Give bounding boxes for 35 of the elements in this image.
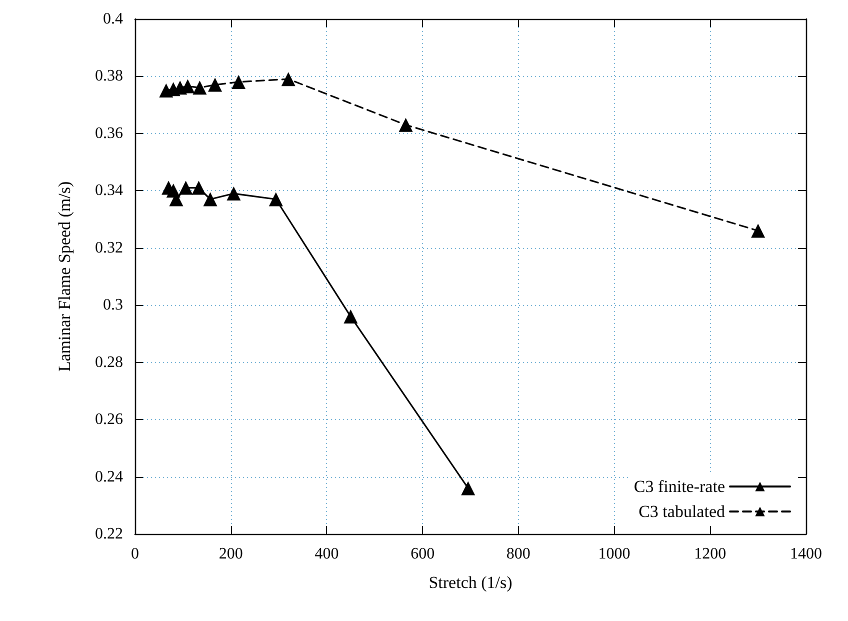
point: [268, 192, 283, 206]
y-tick-label: 0.3: [103, 296, 123, 314]
y-tick-label: 0.26: [95, 411, 123, 428]
y-tick-label: 0.32: [95, 239, 123, 256]
y-tick-label: 0.34: [95, 182, 123, 200]
y-tick-label: 0.22: [95, 526, 123, 542]
point: [192, 80, 207, 95]
y-tick-label: 0.24: [95, 468, 123, 486]
point: [344, 310, 358, 324]
point: [226, 186, 241, 201]
y-tick-label: 0.28: [95, 354, 123, 371]
point: [398, 118, 413, 132]
y-axis-title: Laminar Flame Speed (m/s): [55, 181, 74, 372]
x-tick-label: 1000: [598, 546, 630, 562]
legend-label: C3 finite-rate: [634, 477, 725, 496]
point: [192, 180, 206, 195]
y-tick-label: 0.36: [95, 124, 123, 142]
point: [208, 78, 222, 92]
y-tick-label: 0.38: [95, 68, 123, 85]
point: [461, 481, 476, 496]
x-tick-label: 1400: [790, 546, 822, 562]
x-tick-label: 400: [314, 546, 339, 562]
point: [203, 192, 218, 206]
x-tick-label: 200: [218, 546, 243, 562]
x-tick-label: 800: [506, 546, 530, 562]
x-tick-label: 1200: [694, 546, 726, 562]
legend-label: C3 tabulated: [638, 502, 726, 521]
point: [178, 180, 193, 195]
x-tick-label: 600: [410, 546, 435, 562]
point: [751, 224, 766, 238]
y-tick-label: 0.4: [103, 10, 123, 28]
point: [232, 74, 246, 89]
x-axis-title: Stretch (1/s): [428, 573, 512, 592]
x-tick-label: 0: [131, 546, 139, 562]
point: [281, 72, 296, 86]
